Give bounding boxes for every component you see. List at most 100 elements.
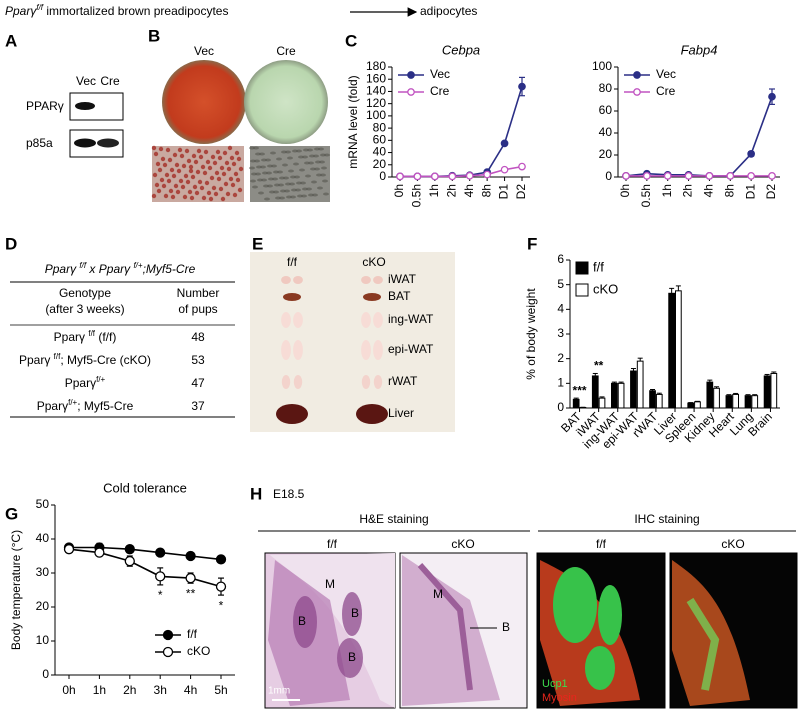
panel-letter: G xyxy=(5,504,18,523)
significance: * xyxy=(158,588,163,602)
column-header: (after 3 weeks) xyxy=(45,302,124,316)
x-tick-label: D1 xyxy=(497,184,511,200)
bar xyxy=(591,375,599,409)
cell xyxy=(168,188,174,194)
cell xyxy=(198,154,204,160)
group-label: cKO xyxy=(721,537,744,551)
group-label: f/f xyxy=(327,537,338,551)
blot-band xyxy=(75,102,95,110)
significance: ** xyxy=(186,586,196,600)
cell xyxy=(151,145,157,151)
cell xyxy=(194,190,200,196)
staining-label: H&E staining xyxy=(359,512,428,526)
text-segment: Pparγ xyxy=(65,376,96,390)
y-tick-label: 5 xyxy=(557,277,564,291)
cell xyxy=(229,155,235,161)
protein-label: p85a xyxy=(26,136,53,150)
blot-band xyxy=(74,138,96,148)
cell xyxy=(212,160,218,166)
bar xyxy=(572,398,580,409)
y-tick-label: 100 xyxy=(592,59,612,73)
cell xyxy=(157,167,163,173)
cell xyxy=(199,185,205,191)
x-tick-label: 2h xyxy=(123,683,136,697)
tissue xyxy=(361,340,371,360)
tissue-label: rWAT xyxy=(388,374,418,388)
cell xyxy=(236,156,242,162)
cell xyxy=(166,178,172,184)
cell xyxy=(162,162,168,168)
cell xyxy=(160,156,166,162)
cell xyxy=(231,161,237,167)
line xyxy=(625,96,773,177)
tissue-region xyxy=(270,553,395,708)
cell xyxy=(203,149,209,155)
y-axis-label: % of body weight xyxy=(524,288,538,380)
tissue-region xyxy=(337,638,363,678)
cell xyxy=(289,182,295,186)
cell xyxy=(220,196,226,202)
group-label: cKO xyxy=(451,537,474,551)
region-label: M xyxy=(433,587,443,601)
significance: * xyxy=(219,598,224,612)
stage-label: E18.5 xyxy=(273,487,305,501)
tissue-label: ing-WAT xyxy=(388,312,434,326)
staining-label: IHC staining xyxy=(634,512,699,526)
legend-marker xyxy=(162,646,174,658)
bar xyxy=(713,387,720,409)
text-segment: ; Myf5-Cre (cKO) xyxy=(60,353,151,367)
lane-label: Vec xyxy=(76,74,96,88)
y-tick-label: 20 xyxy=(36,599,50,613)
legend-marker xyxy=(162,629,174,641)
text-segment: x Pparγ xyxy=(86,262,133,276)
x-tick-label: D2 xyxy=(514,184,528,200)
tissue xyxy=(293,276,303,284)
cell xyxy=(163,193,169,199)
point xyxy=(155,571,166,582)
bar xyxy=(636,360,644,409)
cell xyxy=(250,179,256,183)
tissue xyxy=(373,375,383,389)
tissue xyxy=(361,375,371,389)
legend-label: Vec xyxy=(430,67,450,81)
cell xyxy=(270,151,276,155)
x-tick-label: 1h xyxy=(660,184,674,197)
bar xyxy=(744,395,752,409)
pup-count: 53 xyxy=(191,353,205,367)
cell xyxy=(237,187,243,193)
chart-title: Cold tolerance xyxy=(103,480,187,495)
cell xyxy=(285,150,291,154)
cell xyxy=(187,189,193,195)
cell xyxy=(209,175,215,181)
cell xyxy=(190,174,196,180)
column-header: Number xyxy=(177,286,220,300)
cell xyxy=(258,191,264,195)
point xyxy=(413,172,422,181)
cell xyxy=(189,195,195,201)
cell xyxy=(184,148,190,154)
y-tick-label: 10 xyxy=(36,633,50,647)
text-segment: immortalized brown preadipocytes xyxy=(43,4,228,18)
tissue xyxy=(281,340,291,360)
tissue xyxy=(373,312,383,328)
region-label: B xyxy=(502,620,510,634)
point xyxy=(518,162,526,171)
x-tick-label: 2h xyxy=(681,184,695,197)
cell xyxy=(287,156,293,160)
cell xyxy=(222,150,228,156)
tissue xyxy=(293,312,303,328)
ihc-region xyxy=(598,585,622,645)
panel-letter: D xyxy=(5,234,17,253)
cell xyxy=(180,184,186,190)
cell xyxy=(306,187,312,191)
x-tick-label: D2 xyxy=(764,184,778,200)
text-segment: Pparγ xyxy=(45,262,80,276)
genotype: Pparγ f/f; Myf5-Cre (cKO) xyxy=(19,352,151,368)
point xyxy=(500,139,509,148)
condition-label: Cre xyxy=(276,44,296,58)
cell xyxy=(208,196,214,202)
blot-box xyxy=(69,92,124,121)
point xyxy=(747,172,755,180)
point xyxy=(185,572,196,584)
